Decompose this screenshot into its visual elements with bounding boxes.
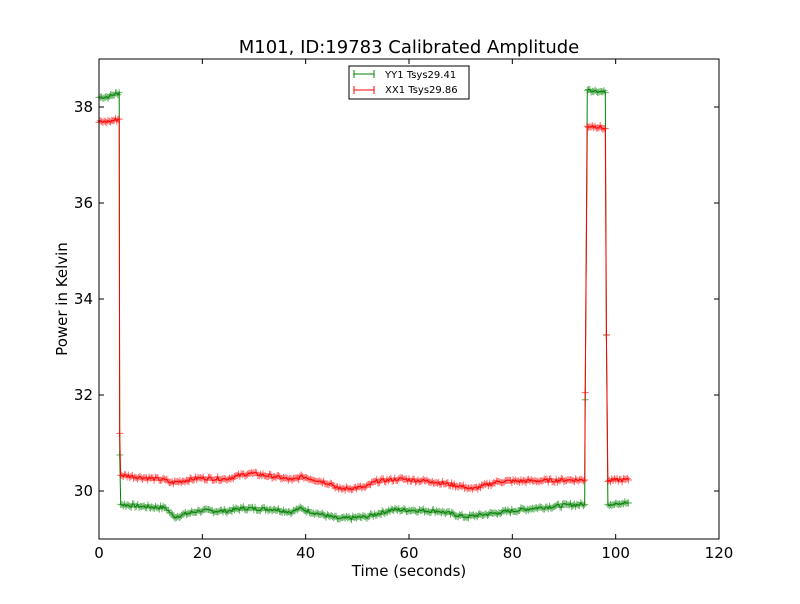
- axis-ticks: 0 20 40 60 80 100 120 30 32 34 36 38: [74, 59, 733, 562]
- x-tick-label: 0: [94, 544, 104, 562]
- data-point-xx1: [95, 115, 633, 494]
- chart-title: M101, ID:19783 Calibrated Amplitude: [239, 37, 580, 58]
- y-tick-label: 36: [74, 194, 93, 212]
- legend-label-xx1: XX1 Tsys29.86: [385, 85, 458, 96]
- y-tick-label: 30: [74, 482, 93, 500]
- y-tick-label: 34: [74, 290, 93, 308]
- series-line-yy1: [98, 88, 629, 521]
- y-tick-label: 38: [74, 98, 93, 116]
- series-line-xx1: [98, 117, 629, 492]
- series-markers-yy1: [95, 85, 633, 524]
- legend-marker-xx1: [353, 86, 375, 94]
- x-tick-label: 100: [601, 544, 630, 562]
- series-markers-xx1: [95, 115, 633, 494]
- x-tick-label: 20: [193, 544, 212, 562]
- x-tick-label: 80: [503, 544, 522, 562]
- legend: YY1 Tsys29.41 XX1 Tsys29.86: [348, 65, 470, 100]
- x-tick-label: 40: [296, 544, 315, 562]
- plot-frame: [98, 58, 720, 540]
- legend-marker-yy1: [353, 70, 375, 78]
- plot-lines: [95, 85, 633, 524]
- data-point-yy1: [95, 85, 633, 524]
- x-tick-label: 60: [399, 544, 418, 562]
- legend-box: [348, 65, 470, 100]
- y-axis-label: Power in Kelvin: [53, 242, 71, 356]
- x-tick-label: 120: [705, 544, 734, 562]
- legend-label-yy1: YY1 Tsys29.41: [384, 70, 456, 81]
- x-axis-label: Time (seconds): [351, 562, 467, 580]
- y-tick-label: 32: [74, 386, 93, 404]
